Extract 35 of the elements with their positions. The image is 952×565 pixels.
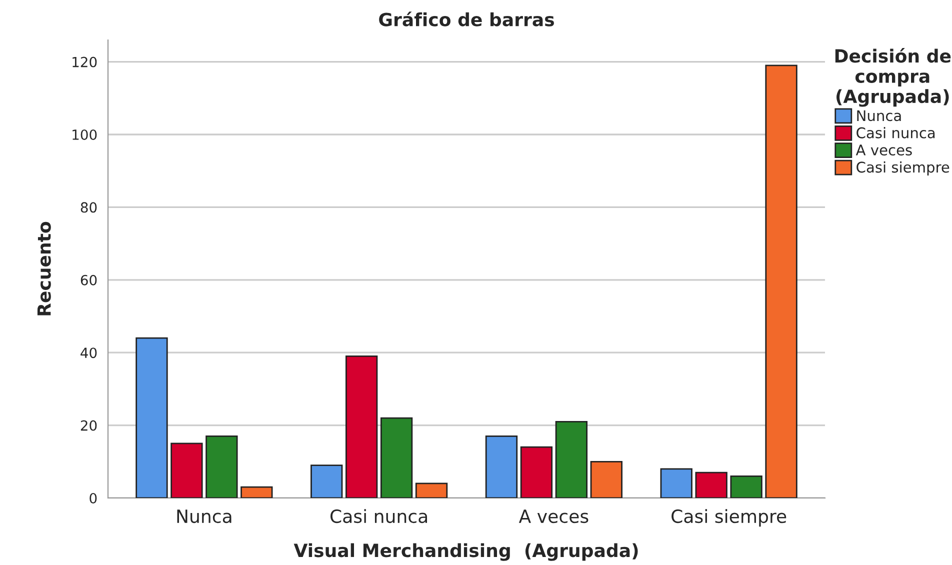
- x-tick-label: Nunca: [177, 510, 232, 524]
- bar: [345, 356, 378, 498]
- y-tick-label: 60: [80, 274, 97, 286]
- bar: [765, 64, 798, 498]
- bar: [695, 472, 728, 498]
- chart-title: Gráfico de barras: [379, 12, 554, 26]
- y-axis-title: Recuento: [37, 222, 51, 316]
- y-tick-label: 40: [80, 348, 97, 358]
- y-tick-label: 100: [72, 129, 97, 140]
- x-tick-label: A veces: [518, 510, 588, 524]
- y-tick-label: 0: [90, 492, 97, 504]
- y-tick-label: 20: [80, 420, 97, 431]
- y-tick-label: 80: [80, 202, 97, 213]
- bar: [660, 468, 692, 498]
- bar: [415, 482, 448, 498]
- legend-title: Decisión de compra (Agrupada): [835, 48, 951, 107]
- bar: [485, 436, 518, 498]
- x-axis-title: Visual Merchandising (Agrupada): [294, 543, 638, 561]
- bar: [730, 475, 762, 498]
- bar: [240, 486, 273, 498]
- bar: [520, 446, 553, 498]
- y-tick-label: 120: [72, 56, 97, 68]
- legend-label: Casi nunca: [856, 127, 935, 138]
- bar: [206, 436, 238, 498]
- legend-label: Nunca: [857, 110, 901, 122]
- bar: [310, 464, 343, 498]
- bar: [170, 442, 203, 498]
- bar: [555, 420, 588, 498]
- legend-label: A veces: [856, 144, 912, 156]
- legend-label: Casi siempre: [856, 161, 950, 176]
- x-tick-label: Casi nunca: [330, 509, 427, 524]
- x-tick-label: Casi siempre: [672, 509, 786, 527]
- bar: [136, 337, 168, 498]
- bar: [590, 460, 622, 498]
- bar: [380, 417, 413, 498]
